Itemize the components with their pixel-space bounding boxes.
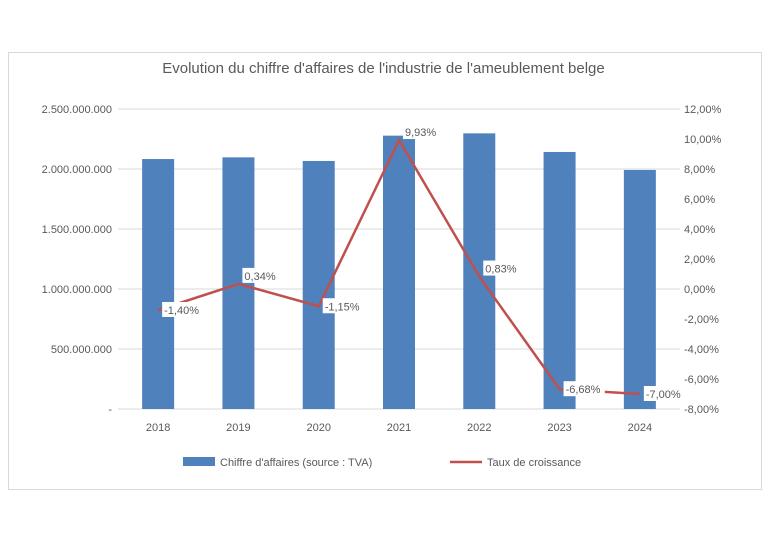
data-label: -1,15% [325, 301, 360, 313]
x-tick-label: 2019 [226, 422, 250, 434]
x-tick-label: 2023 [547, 422, 571, 434]
x-tick-label: 2021 [387, 422, 411, 434]
data-label-bg [242, 267, 278, 283]
y-left-tick-label: - [108, 404, 112, 416]
bar [383, 135, 415, 409]
y-right-tick-label: -2,00% [684, 314, 719, 326]
x-tick-label: 2020 [306, 422, 330, 434]
y-right-tick-label: 10,00% [684, 134, 722, 146]
data-label: 0,34% [244, 271, 275, 283]
data-label-bg [403, 124, 438, 140]
bar [543, 151, 576, 409]
data-label: -1,40% [164, 305, 199, 317]
y-left-tick-label: 2.000.000.000 [42, 164, 112, 176]
legend-bar-label: Chiffre d'affaires (source : TVA) [220, 457, 372, 469]
data-label: 0,83% [485, 264, 516, 276]
bar [623, 169, 656, 409]
x-tick-label: 2018 [146, 422, 170, 434]
y-left-tick-label: 1.000.000.000 [42, 284, 112, 296]
data-label-bg [322, 298, 364, 314]
data-label-bg [162, 302, 204, 317]
y-right-tick-label: 0,00% [684, 284, 715, 296]
legend-bar-swatch [183, 457, 215, 466]
x-tick-label: 2022 [467, 422, 491, 434]
chart-title: Evolution du chiffre d'affaires de l'ind… [162, 60, 605, 77]
x-tick-label: 2024 [628, 422, 652, 434]
data-label: 9,93% [405, 127, 436, 139]
growth-line [157, 137, 640, 396]
y-left-tick-label: 2.500.000.000 [42, 104, 112, 116]
y-right-tick-label: -4,00% [684, 344, 719, 356]
data-label: -6,68% [566, 384, 601, 396]
data-label-bg [563, 381, 605, 397]
y-right-tick-label: 6,00% [684, 194, 715, 206]
legend-line-label: Taux de croissance [487, 457, 581, 469]
y-right-tick-label: 2,00% [684, 254, 715, 266]
bar [142, 159, 175, 409]
data-label-bg [643, 386, 686, 401]
data-label: -7,00% [646, 389, 681, 401]
y-left-tick-label: 500.000.000 [51, 344, 112, 356]
y-right-tick-label: -6,00% [684, 374, 719, 386]
y-right-tick-label: 8,00% [684, 164, 715, 176]
y-right-tick-label: -8,00% [684, 404, 719, 416]
data-label-bg [483, 260, 519, 276]
y-right-tick-label: 4,00% [684, 224, 715, 236]
y-left-tick-label: 1.500.000.000 [42, 224, 112, 236]
y-right-tick-label: 12,00% [684, 104, 722, 116]
